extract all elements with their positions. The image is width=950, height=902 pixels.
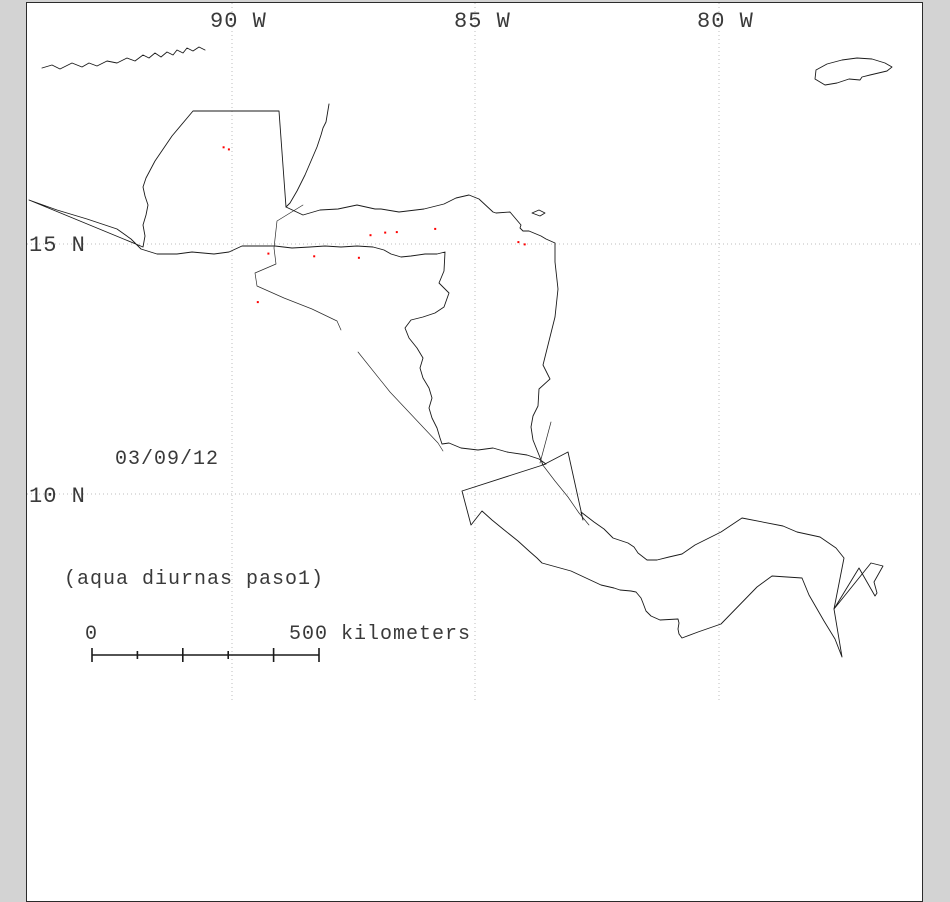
svg-text:500 kilometers: 500 kilometers [289,623,471,646]
svg-text:90 W: 90 W [210,9,267,34]
svg-text:80 W: 80 W [697,9,754,34]
svg-text:03/09/12: 03/09/12 [115,448,219,471]
svg-text:15 N: 15 N [29,233,86,258]
svg-text:0: 0 [85,623,98,646]
svg-text:(aqua diurnas paso1): (aqua diurnas paso1) [64,568,324,591]
svg-text:10 N: 10 N [29,484,86,509]
svg-text:85 W: 85 W [454,9,511,34]
